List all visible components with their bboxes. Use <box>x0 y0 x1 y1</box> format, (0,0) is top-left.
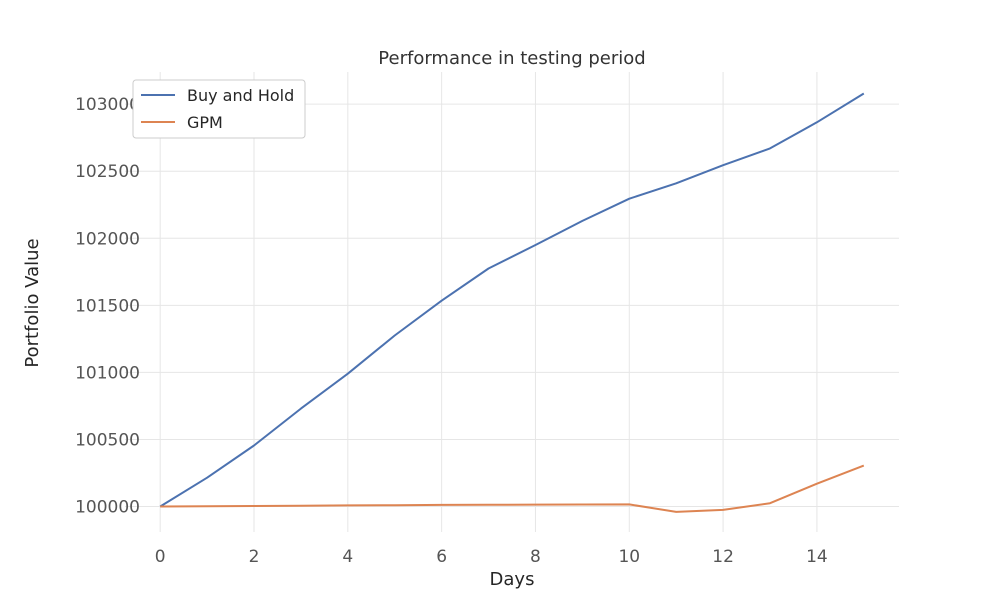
legend-label-buy-and-hold: Buy and Hold <box>187 86 294 105</box>
legend-box <box>132 79 306 139</box>
grid <box>125 72 899 532</box>
chart-title: Performance in testing period <box>378 48 645 69</box>
x-tick-label: 6 <box>436 547 447 567</box>
x-tick-label: 14 <box>806 547 828 567</box>
y-tick-label: 101000 <box>75 363 140 383</box>
x-tick-label: 0 <box>155 547 166 567</box>
y-tick-label: 102500 <box>75 162 140 182</box>
y-axis-label: Portfolio Value <box>22 238 43 367</box>
tick-labels: 0 2 4 6 8 10 12 14 100000 100500 101000 101500 10200… <box>75 95 828 567</box>
legend: Buy and Hold GPM <box>132 79 306 139</box>
legend-label-gpm: GPM <box>187 113 223 132</box>
y-tick-label: 102000 <box>75 229 140 249</box>
x-tick-label: 12 <box>712 547 734 567</box>
x-axis-label: Days <box>490 569 535 590</box>
series-line-gpm <box>160 464 865 513</box>
y-tick-label: 100000 <box>75 498 140 518</box>
x-tick-label: 8 <box>530 547 541 567</box>
y-tick-label: 100500 <box>75 430 140 450</box>
x-tick-label: 4 <box>342 547 353 567</box>
x-tick-label: 10 <box>618 547 640 567</box>
y-tick-label: 103000 <box>75 95 140 115</box>
y-tick-label: 101500 <box>75 296 140 316</box>
x-tick-label: 2 <box>249 547 260 567</box>
series-lines <box>159 92 865 513</box>
series-line-buy-and-hold <box>159 92 865 508</box>
